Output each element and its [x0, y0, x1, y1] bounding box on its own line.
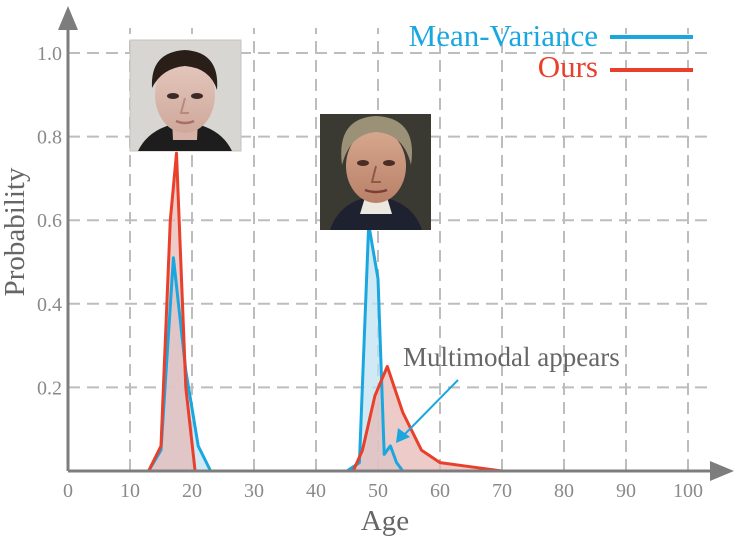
area-ours	[68, 153, 688, 472]
series-lines	[68, 151, 688, 473]
y-tick-label-4: 1.0	[37, 43, 62, 65]
grid	[68, 28, 712, 471]
x-tick-label-1: 10	[120, 480, 140, 502]
annotation-arrowhead-icon	[396, 428, 410, 443]
x-tick-label-6: 60	[430, 480, 450, 502]
y-axis-title: Probability	[0, 167, 31, 296]
x-axis-title: Age	[361, 505, 409, 537]
annotation-label: Multimodal appears	[403, 342, 620, 372]
y-tick-label-3: 0.8	[37, 127, 62, 149]
line-ours	[68, 151, 688, 473]
y-tick-label-1: 0.4	[37, 294, 62, 316]
area-mean-variance	[68, 224, 688, 471]
x-axis-arrow-icon	[710, 461, 734, 481]
y-tick-label-0: 0.2	[37, 377, 62, 399]
x-tick-label-4: 40	[306, 480, 326, 502]
series-areas	[68, 153, 688, 472]
older-face-photo	[320, 114, 431, 230]
x-tick-label-0: 0	[63, 480, 73, 502]
legend-label-mean-variance: Mean-Variance	[409, 18, 598, 53]
x-tick-label-10: 100	[673, 480, 703, 502]
x-tick-label-8: 80	[554, 480, 574, 502]
x-tick-label-7: 70	[492, 480, 512, 502]
x-tick-label-5: 50	[368, 480, 388, 502]
axes	[58, 6, 734, 481]
annotation: Multimodal appears	[396, 342, 620, 443]
x-tick-label-9: 90	[616, 480, 636, 502]
annotation-arrow-line	[402, 379, 459, 437]
y-tick-label-2: 0.6	[37, 210, 62, 232]
line-mean-variance	[68, 222, 688, 473]
x-tick-label-2: 20	[182, 480, 202, 502]
y-axis-arrow-icon	[58, 6, 78, 30]
x-tick-label-3: 30	[244, 480, 264, 502]
young-face-photo	[129, 39, 242, 152]
legend: Mean-Variance Ours	[409, 18, 693, 84]
legend-label-ours: Ours	[538, 49, 598, 84]
tick-labels: 0 10 20 30 40 50 60 70 80 90 100 0.2 0.4 0.6 0.8 1.0	[37, 43, 703, 502]
